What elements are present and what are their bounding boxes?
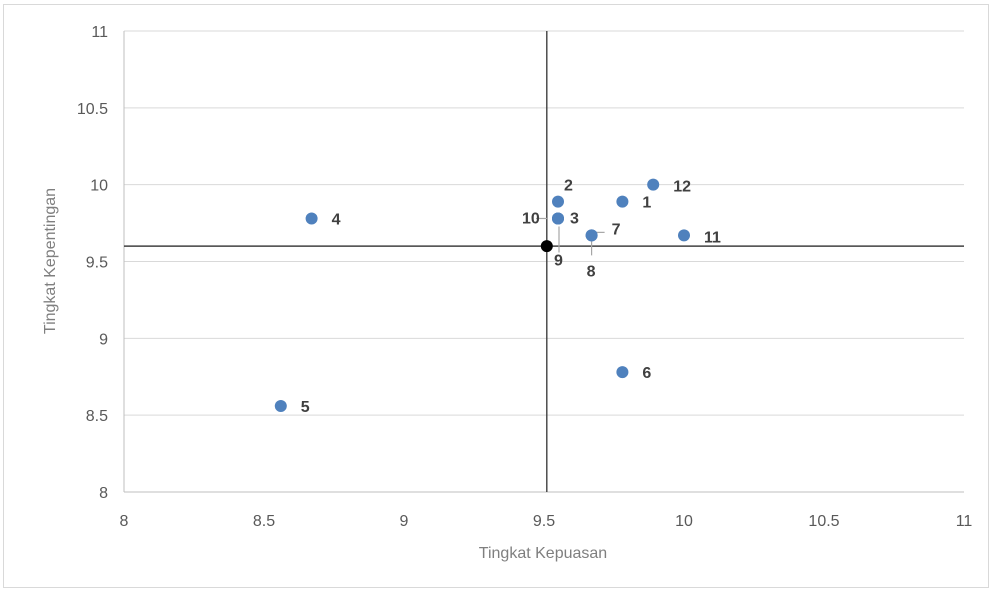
point-label-1: 1 bbox=[642, 195, 651, 212]
gridlines bbox=[124, 30, 964, 416]
x-tick-label: 11 bbox=[956, 513, 973, 530]
point-label-10: 10 bbox=[522, 210, 540, 227]
point-label-9: 9 bbox=[554, 252, 563, 269]
x-tick-label: 8 bbox=[120, 513, 129, 530]
center-point bbox=[540, 240, 553, 253]
point-label-2: 2 bbox=[564, 178, 573, 195]
data-point-2 bbox=[552, 195, 564, 208]
data-points bbox=[274, 178, 690, 412]
point-label-5: 5 bbox=[301, 399, 310, 416]
data-point-4 bbox=[305, 212, 318, 225]
point-label-7: 7 bbox=[612, 221, 621, 238]
point-label-12: 12 bbox=[673, 179, 691, 196]
y-tick-label: 8 bbox=[99, 485, 108, 502]
y-tick-label: 10.5 bbox=[77, 101, 108, 118]
x-tick-label: 8.5 bbox=[253, 513, 275, 530]
data-point-1 bbox=[616, 195, 629, 208]
data-point-8 bbox=[585, 229, 598, 242]
point-label-3: 3 bbox=[570, 210, 579, 227]
x-axis-title: Tingkat Kepuasan bbox=[479, 545, 607, 562]
y-tick-label: 9.5 bbox=[86, 255, 108, 272]
point-label-6: 6 bbox=[642, 365, 651, 382]
leader-lines bbox=[536, 217, 605, 256]
point-label-8: 8 bbox=[587, 263, 596, 280]
x-tick-label: 10 bbox=[675, 513, 693, 530]
point-label-4: 4 bbox=[332, 211, 341, 228]
chart-frame bbox=[3, 4, 989, 588]
x-tick-label: 10.5 bbox=[808, 513, 839, 530]
y-tick-label: 11 bbox=[91, 24, 108, 41]
tick-labels: 8 8.5 9 9.5 10 10.5 11 8 8.5 9 9.5 10 10.5 11 bbox=[77, 24, 973, 530]
data-point-6 bbox=[616, 366, 629, 379]
axes bbox=[123, 31, 964, 493]
data-point-10 bbox=[552, 212, 564, 225]
x-tick-label: 9.5 bbox=[533, 513, 555, 530]
data-point-11 bbox=[678, 229, 690, 242]
data-point-12 bbox=[647, 178, 660, 191]
y-tick-label: 8.5 bbox=[86, 408, 108, 425]
y-tick-label: 9 bbox=[99, 331, 108, 348]
x-tick-label: 9 bbox=[400, 513, 409, 530]
y-axis-title: Tingkat Kepentingan bbox=[42, 188, 59, 334]
point-label-11: 11 bbox=[704, 229, 721, 246]
y-tick-label: 10 bbox=[90, 178, 108, 195]
data-point-5 bbox=[274, 399, 287, 412]
